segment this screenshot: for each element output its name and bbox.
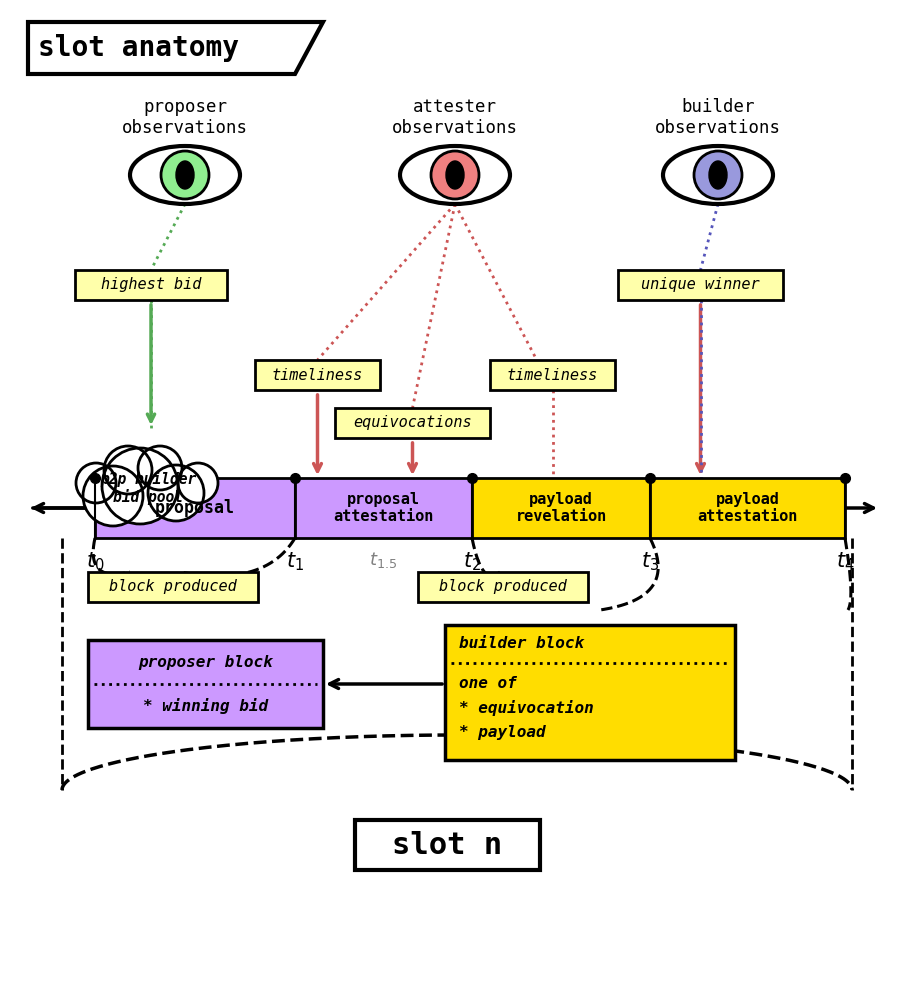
Bar [95,478,295,538]
Text: $t_3$: $t_3$ [641,550,659,573]
Text: proposer
observations: proposer observations [122,98,248,137]
Circle shape [104,446,152,494]
Circle shape [76,463,116,503]
Bar [472,478,650,538]
Text: payload
attestation: payload attestation [697,492,798,524]
Bar [650,478,845,538]
Text: * payload: * payload [459,726,546,740]
Bar [418,572,588,602]
Text: * equivocation: * equivocation [459,700,594,716]
Text: timeliness: timeliness [271,367,363,382]
Text: timeliness: timeliness [507,367,598,382]
Bar [618,270,783,300]
Text: $t_2$: $t_2$ [463,550,481,573]
Text: * winning bid: * winning bid [143,698,268,714]
Text: unique winner: unique winner [642,277,760,292]
Polygon shape [28,22,323,74]
Ellipse shape [709,161,727,189]
Ellipse shape [176,161,194,189]
Text: proposal: proposal [155,499,235,517]
Text: $t_1$: $t_1$ [286,550,304,573]
Bar [295,478,472,538]
Text: slot anatomy: slot anatomy [38,34,239,62]
Text: proposal
attestation: proposal attestation [334,492,433,524]
Circle shape [102,448,178,524]
Text: proposer block: proposer block [138,654,273,670]
Text: $t_{1.5}$: $t_{1.5}$ [369,550,397,570]
Text: p2p builder
bid pool: p2p builder bid pool [100,471,197,505]
Bar [88,640,323,728]
Ellipse shape [663,146,773,204]
Bar [255,360,380,390]
Text: one of: one of [459,676,516,690]
Bar [75,270,227,300]
Text: slot n: slot n [392,830,503,859]
Ellipse shape [446,161,464,189]
Bar [335,408,490,438]
Text: $t_0$: $t_0$ [86,550,104,573]
Bar [355,820,540,870]
Bar [445,625,735,760]
Ellipse shape [400,146,510,204]
Bar [88,572,258,602]
Text: builder block: builder block [459,637,584,652]
Text: highest bid: highest bid [101,277,201,292]
Text: block produced: block produced [109,580,237,594]
Text: attester
observations: attester observations [392,98,518,137]
Text: payload
revelation: payload revelation [515,492,607,524]
Circle shape [83,466,143,526]
Text: equivocations: equivocations [353,416,472,430]
Circle shape [138,446,182,490]
Circle shape [148,465,204,521]
Text: $t_4$: $t_4$ [835,550,855,573]
Ellipse shape [431,151,479,199]
Text: block produced: block produced [439,580,567,594]
Circle shape [178,463,218,503]
Ellipse shape [130,146,240,204]
Bar [490,360,615,390]
Ellipse shape [161,151,209,199]
Text: builder
observations: builder observations [655,98,781,137]
Ellipse shape [694,151,742,199]
